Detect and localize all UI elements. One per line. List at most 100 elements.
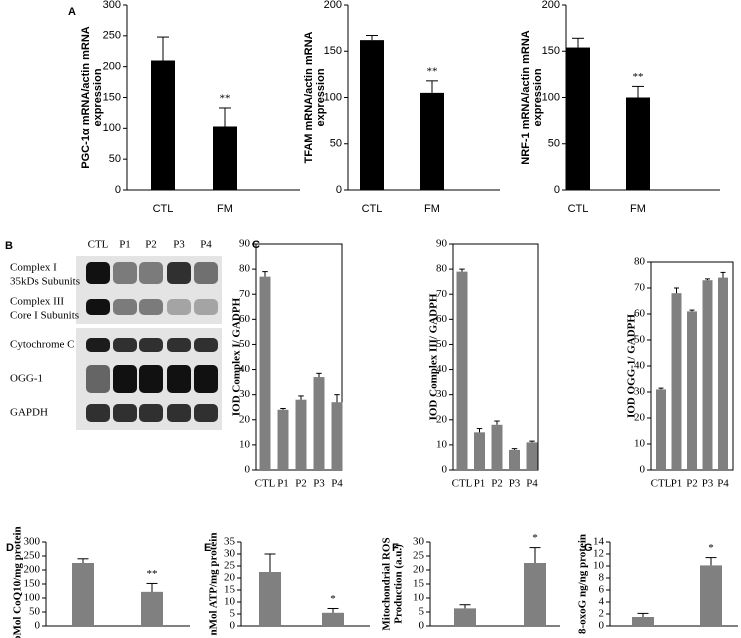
error-bar <box>298 395 304 400</box>
blot-band <box>167 299 191 315</box>
y-tick-label: 30 <box>436 388 448 400</box>
error-bar <box>280 407 286 410</box>
y-tick-label: 0 <box>442 464 448 476</box>
error-bar <box>459 604 471 609</box>
y-axis-label: 8-oxoG ng/ng protein <box>577 534 589 634</box>
lane-label: P1 <box>119 239 131 251</box>
x-tick-label: P1 <box>474 478 486 490</box>
bar <box>331 402 343 470</box>
x-tick-label: P4 <box>717 478 729 490</box>
y-tick-label: 0 <box>554 184 560 196</box>
y-tick-label: 150 <box>542 45 560 57</box>
blot-band <box>113 299 137 315</box>
error-bar <box>529 440 535 443</box>
y-tick-label: 200 <box>24 564 41 576</box>
y-tick-label: 30 <box>413 536 425 548</box>
y-tick-label: 300 <box>103 0 121 11</box>
error-bar <box>264 553 276 572</box>
y-axis-label: IOD Complex I/ GADPH <box>231 297 243 416</box>
blot-band <box>194 365 218 393</box>
error-bar <box>572 37 584 48</box>
y-tick-label: 40 <box>239 363 251 375</box>
x-tick-label: P2 <box>686 478 698 490</box>
y-tick-label: 80 <box>239 263 251 275</box>
blot-band <box>139 338 163 352</box>
lane-label: P3 <box>173 239 185 251</box>
x-tick-label: P2 <box>491 478 503 490</box>
panel-label: D <box>6 542 14 554</box>
y-tick-label: 50 <box>330 138 342 150</box>
x-tick-label: FM <box>217 203 233 215</box>
y-tick-label: 200 <box>324 0 342 11</box>
y-tick-label: 80 <box>634 256 646 268</box>
error-bar <box>658 387 664 390</box>
error-bar <box>146 582 158 592</box>
error-bar <box>494 420 500 425</box>
y-tick-label: 50 <box>548 138 560 150</box>
bar <box>656 389 666 470</box>
blot-row-label: OGG-1 <box>10 373 43 385</box>
y-tick-label: 30 <box>634 386 646 398</box>
y-tick-label: 20 <box>634 412 646 424</box>
bar <box>718 277 728 470</box>
error-bar <box>366 35 378 41</box>
bar <box>322 612 344 626</box>
x-tick-label: CTL <box>651 478 672 490</box>
y-tick-label: 0 <box>230 620 236 632</box>
blot-band <box>167 262 191 284</box>
blot-row-label: GAPDH <box>10 407 48 419</box>
chart: F 0 5 10 15 20 25 30 Mitochondrial ROS Production… <box>381 532 560 632</box>
y-tick-label: 60 <box>436 313 448 325</box>
blot-band <box>113 404 137 422</box>
blot-band <box>113 338 137 352</box>
y-tick-label: 150 <box>103 91 121 103</box>
error-bar <box>689 309 695 312</box>
bar <box>687 311 697 470</box>
y-tick-label: 80 <box>436 263 448 275</box>
y-tick-label: 250 <box>103 30 121 42</box>
bar <box>259 276 271 470</box>
blot-row-label: Complex I <box>10 262 57 274</box>
x-tick-label: P1 <box>277 478 289 490</box>
y-tick-label: 20 <box>239 413 251 425</box>
y-tick-label: 10 <box>634 438 646 450</box>
x-tick-label: P3 <box>702 478 714 490</box>
lane-label: P2 <box>145 239 157 251</box>
bar <box>454 608 476 626</box>
y-axis-label: IOD OGG-1/ GADPH <box>626 314 638 418</box>
panel-label: G <box>584 542 593 554</box>
bar <box>702 280 713 470</box>
y-tick-label: 30 <box>224 548 236 560</box>
y-axis-label: nMol ATP/mg protein <box>208 533 220 636</box>
annotation: * <box>708 542 714 554</box>
blot-row-label: Core I Subunits <box>10 310 79 322</box>
y-axis-label: Production (a.u.) <box>393 544 405 624</box>
y-tick-label: 20 <box>413 564 425 576</box>
y-tick-label: 50 <box>634 334 646 346</box>
y-tick-label: 90 <box>239 238 251 250</box>
annotation: ** <box>427 65 438 77</box>
x-tick-label: FM <box>630 203 646 215</box>
blot-band <box>194 404 218 422</box>
y-tick-label: 100 <box>542 91 560 103</box>
y-tick-label: 10 <box>593 560 605 572</box>
blot-band <box>167 365 191 393</box>
bar <box>566 47 590 190</box>
y-tick-label: 40 <box>634 360 646 372</box>
bar <box>491 424 503 470</box>
blot-row-label: 35kDs Subunits <box>10 276 80 288</box>
y-tick-label: 250 <box>24 550 41 562</box>
y-tick-label: 60 <box>239 313 251 325</box>
blot-band <box>139 404 163 422</box>
annotation: ** <box>147 568 158 580</box>
y-tick-label: 0 <box>640 464 646 476</box>
y-tick-label: 14 <box>593 536 605 548</box>
y-tick-label: 10 <box>224 596 236 608</box>
bar <box>509 449 520 470</box>
y-tick-label: 40 <box>436 363 448 375</box>
y-tick-label: 150 <box>24 578 41 590</box>
bar <box>213 126 237 190</box>
x-tick-label: CTL <box>362 203 383 215</box>
